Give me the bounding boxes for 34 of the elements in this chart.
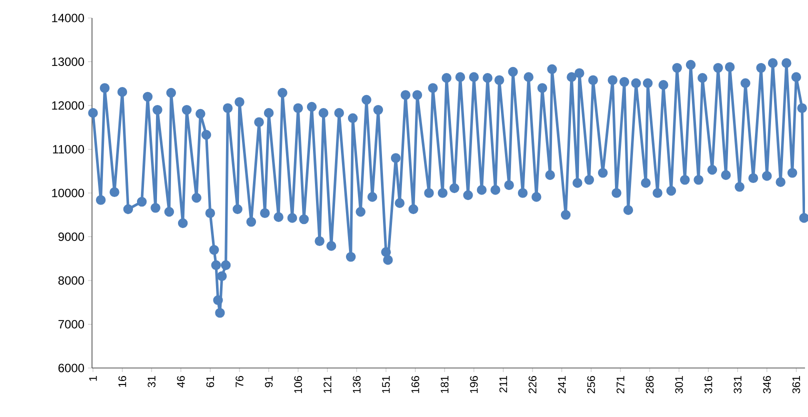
x-tick-label: 61 (206, 376, 214, 388)
x-tick-label: 121 (324, 376, 332, 393)
x-tick-label: 331 (734, 376, 742, 394)
x-tick-label: 286 (646, 376, 654, 394)
x-tick-label: 136 (352, 376, 361, 393)
x-tick-label: 76 (236, 376, 244, 388)
x-tick-label: 151 (382, 376, 390, 393)
x-tick-label: 181 (440, 376, 448, 393)
y-tick-label: 12000 (52, 101, 84, 110)
x-tick-label: 226 (528, 376, 536, 394)
x-tick-label: 316 (704, 376, 712, 394)
y-tick-label: 11000 (53, 145, 84, 154)
y-tick-label: 9000 (58, 232, 84, 241)
y-tick-label: 8000 (58, 276, 84, 285)
y-tick-label: 14000 (52, 14, 84, 22)
x-tick-label: 211 (499, 376, 508, 392)
x-tick-label: 1 (89, 376, 97, 381)
y-tick-label: 6000 (58, 364, 84, 372)
x-tick-label: 301 (675, 376, 683, 394)
x-tick-label: 256 (587, 376, 595, 394)
x-tick-label: 91 (264, 376, 273, 388)
x-tick-label: 46 (177, 376, 185, 388)
y-tick-label: 7000 (58, 320, 84, 328)
x-tick-label: 241 (558, 376, 566, 394)
y-tick-label: 10000 (52, 188, 84, 198)
x-tick-label: 16 (118, 376, 126, 387)
x-tick-label: 106 (294, 376, 302, 393)
x-tick-label: 31 (148, 376, 156, 388)
y-tick-label: 13000 (52, 58, 84, 66)
x-tick-label: 166 (411, 376, 420, 393)
x-tick-label: 196 (470, 376, 478, 393)
x-tick-label: 361 (792, 376, 800, 394)
x-tick-label: 271 (616, 376, 624, 394)
x-tick-label: 346 (763, 376, 771, 394)
